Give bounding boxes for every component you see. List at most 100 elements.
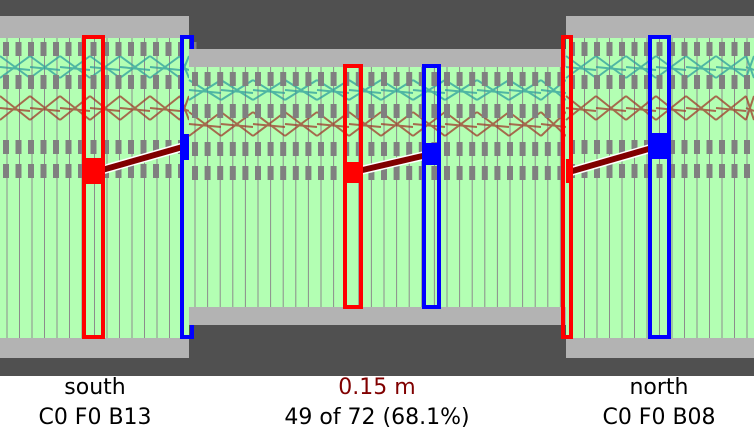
- pin: [15, 164, 22, 178]
- right-blue-marker: [648, 35, 671, 339]
- pin: [53, 164, 59, 178]
- pin: [469, 166, 476, 180]
- wire: [284, 89, 318, 94]
- wire: [149, 66, 181, 71]
- wire: [252, 79, 286, 101]
- pin: [681, 42, 688, 56]
- pin: [456, 166, 463, 180]
- pin: [242, 142, 249, 156]
- wire: [0, 66, 31, 71]
- center-blue-marker-fill: [424, 143, 439, 165]
- pin: [532, 166, 539, 180]
- pin: [606, 140, 613, 154]
- pin: [431, 72, 438, 86]
- pin: [656, 164, 663, 178]
- connector-diagram: [0, 0, 754, 376]
- pin: [544, 72, 551, 86]
- pin: [3, 140, 9, 154]
- pin: [28, 140, 34, 154]
- pin: [53, 42, 59, 56]
- wire: [119, 95, 151, 121]
- distance-label: 0.15 m: [338, 375, 416, 400]
- pin: [204, 166, 211, 180]
- pin: [469, 72, 476, 86]
- pin: [481, 72, 488, 86]
- pin: [355, 72, 362, 86]
- pin: [140, 75, 147, 89]
- pin: [644, 42, 650, 56]
- pin: [292, 104, 299, 118]
- wire: [0, 95, 31, 121]
- pin: [606, 164, 613, 178]
- center-blue-marker: [422, 64, 441, 309]
- pin: [140, 164, 147, 178]
- pin: [192, 72, 198, 86]
- pin: [406, 142, 413, 156]
- pin: [65, 164, 72, 178]
- pin: [731, 140, 738, 154]
- pin: [406, 72, 413, 86]
- pin: [532, 72, 539, 86]
- pin: [507, 166, 513, 180]
- pin: [28, 164, 34, 178]
- pin: [393, 104, 400, 118]
- pin: [153, 42, 159, 56]
- wire: [220, 123, 254, 128]
- wire: [252, 123, 286, 128]
- pin: [519, 104, 526, 118]
- right-panel: [561, 16, 754, 358]
- pin: [115, 164, 122, 178]
- pin: [204, 142, 211, 156]
- pin: [65, 140, 72, 154]
- pin: [431, 166, 438, 180]
- pin: [3, 42, 9, 56]
- pin: [305, 104, 312, 118]
- pin: [557, 166, 564, 180]
- wire: [149, 107, 181, 112]
- pin: [330, 142, 337, 156]
- pin: [644, 164, 650, 178]
- pin: [694, 164, 700, 178]
- pin: [255, 104, 261, 118]
- pin: [381, 104, 387, 118]
- pin: [494, 72, 501, 86]
- right-blue-marker-fill: [650, 133, 669, 159]
- pin: [557, 104, 564, 118]
- pin: [318, 72, 324, 86]
- pin: [669, 75, 675, 89]
- left-link: [94, 143, 187, 175]
- pin: [53, 140, 59, 154]
- pin: [606, 75, 613, 89]
- wire: [348, 79, 382, 101]
- center-red-marker-fill: [345, 162, 361, 183]
- wire: [508, 89, 542, 94]
- pin: [3, 75, 9, 89]
- wire: [188, 89, 222, 94]
- pin: [706, 42, 713, 56]
- pin: [153, 75, 159, 89]
- wire: [29, 107, 61, 112]
- pin: [115, 140, 122, 154]
- wire: [119, 66, 151, 71]
- pin: [507, 142, 513, 156]
- pin: [594, 42, 600, 56]
- pin: [557, 142, 564, 156]
- pin: [544, 104, 551, 118]
- pin: [744, 42, 750, 56]
- pin: [165, 164, 172, 178]
- wire: [348, 89, 382, 94]
- pin: [15, 75, 22, 89]
- pin: [706, 140, 713, 154]
- pin: [619, 164, 625, 178]
- pin: [594, 140, 600, 154]
- right-bottom-rail: [566, 338, 754, 358]
- left-panel-name: south: [64, 375, 126, 400]
- pin: [267, 142, 274, 156]
- pin: [669, 164, 675, 178]
- pin: [393, 166, 400, 180]
- pin: [90, 75, 97, 89]
- wire: [476, 111, 510, 137]
- pin: [229, 166, 236, 180]
- pin: [280, 166, 287, 180]
- pin: [355, 104, 362, 118]
